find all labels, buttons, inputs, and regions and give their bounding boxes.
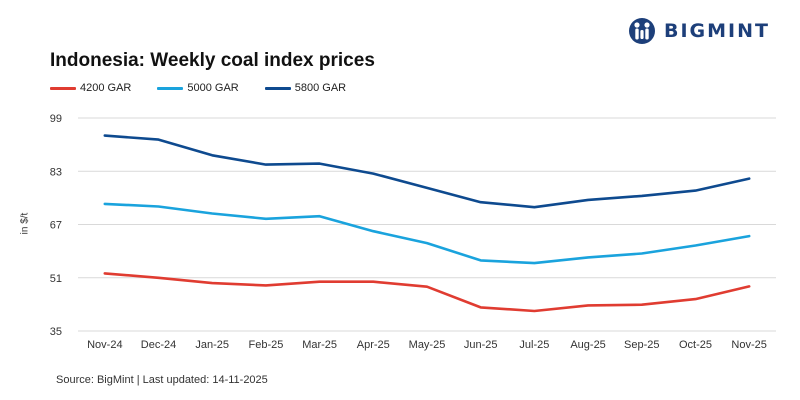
y-tick-label: 67 (50, 220, 62, 232)
legend-swatch-4200 (50, 86, 76, 90)
series-line-5000-gar (103, 202, 751, 265)
x-tick-label: Oct-25 (679, 339, 712, 351)
x-tick-label: Mar-25 (302, 339, 337, 351)
bigmint-logo-text: BIGMINT (664, 20, 770, 42)
y-tick-label: 35 (50, 326, 62, 338)
legend-label-4200: 4200 GAR (80, 82, 132, 94)
legend-item-4200: 4200 GAR (50, 82, 131, 94)
x-tick-label: Nov-25 (731, 339, 766, 351)
chart-title: Indonesia: Weekly coal index prices (50, 50, 375, 71)
series-line-4200-gar (103, 272, 751, 313)
x-tick-label: Jun-25 (464, 339, 498, 351)
x-tick-label: Aug-25 (570, 339, 605, 351)
y-tick-label: 51 (50, 273, 62, 285)
chart-legend: 4200 GAR 5000 GAR 5800 GAR (50, 82, 346, 94)
legend-swatch-5800 (264, 86, 291, 90)
x-tick-label: Feb-25 (248, 339, 283, 351)
legend-label-5000: 5000 GAR (187, 82, 239, 94)
legend-item-5800: 5800 GAR (264, 82, 347, 94)
x-tick-label: Dec-24 (141, 339, 176, 351)
x-tick-label: Sep-25 (624, 339, 659, 351)
legend-swatch-5000 (157, 86, 184, 90)
bigmint-logo-icon (629, 18, 655, 44)
x-tick-label: Apr-25 (357, 339, 390, 351)
x-tick-label: Jan-25 (195, 339, 229, 351)
x-tick-label: Jul-25 (519, 339, 549, 351)
series-line-5800-gar (103, 134, 751, 209)
y-tick-label: 99 (50, 113, 62, 125)
x-tick-label: Nov-24 (87, 339, 122, 351)
bigmint-logo: BIGMINT (628, 16, 770, 46)
x-tick-label: May-25 (409, 339, 446, 351)
y-tick-label: 83 (50, 166, 62, 178)
legend-item-5000: 5000 GAR (157, 82, 239, 94)
source-note: Source: BigMint | Last updated: 14-11-20… (56, 374, 268, 386)
legend-label-5800: 5800 GAR (294, 82, 347, 94)
